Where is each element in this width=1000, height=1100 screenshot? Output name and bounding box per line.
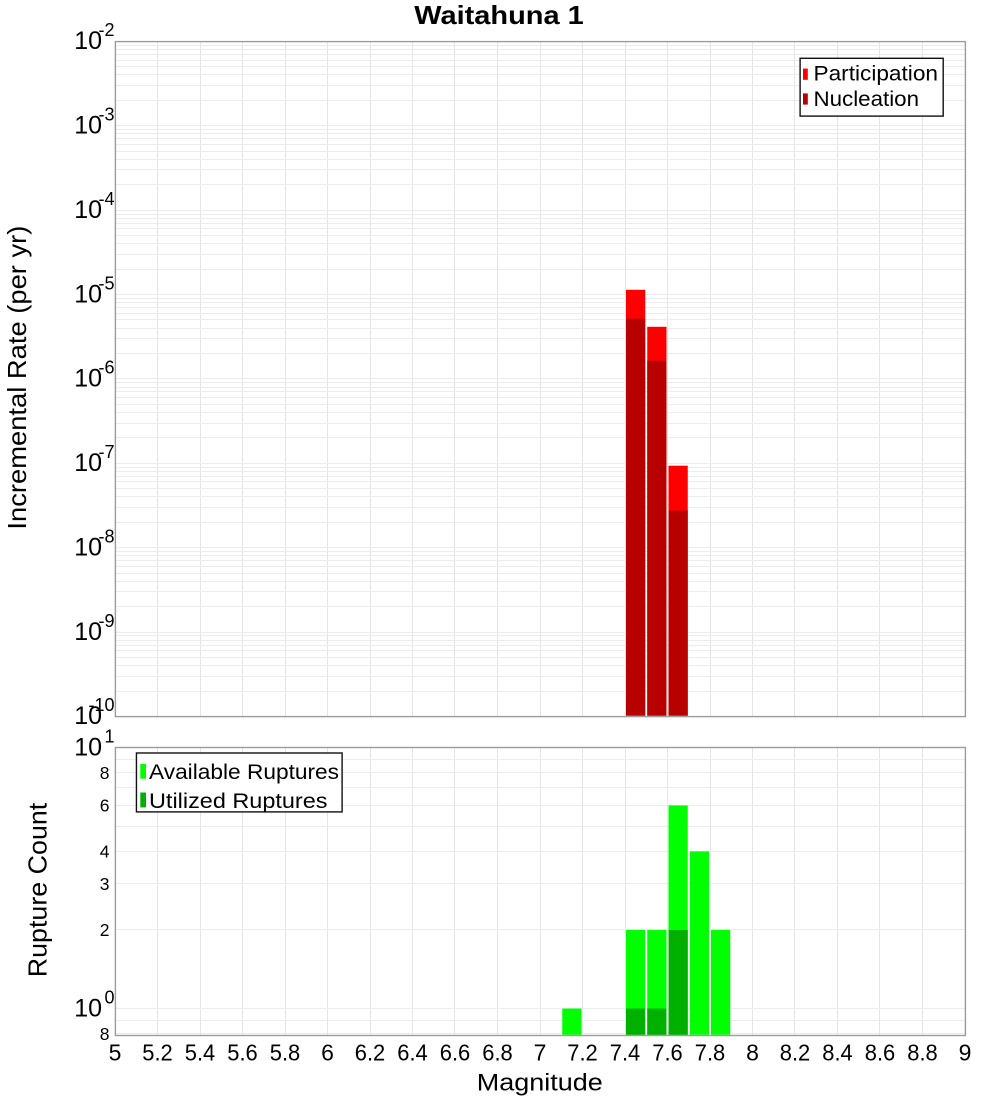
svg-text:10: 10: [74, 365, 102, 393]
svg-text:6.4: 6.4: [397, 1040, 428, 1066]
svg-text:10: 10: [74, 994, 102, 1022]
svg-text:-5: -5: [98, 273, 114, 293]
svg-text:5.4: 5.4: [185, 1040, 216, 1066]
svg-text:6: 6: [100, 795, 110, 815]
svg-text:Incremental Rate (per yr): Incremental Rate (per yr): [2, 226, 32, 530]
svg-text:8: 8: [746, 1040, 759, 1066]
svg-text:-4: -4: [98, 189, 114, 209]
svg-text:7.4: 7.4: [610, 1040, 641, 1066]
svg-text:10: 10: [74, 533, 102, 561]
svg-text:Rupture Count: Rupture Count: [23, 802, 53, 977]
svg-text:Waitahuna 1: Waitahuna 1: [414, 0, 584, 30]
svg-text:10: 10: [74, 112, 102, 140]
svg-text:-8: -8: [98, 526, 114, 546]
svg-text:10: 10: [74, 618, 102, 646]
svg-text:1: 1: [104, 726, 114, 746]
svg-text:Magnitude: Magnitude: [477, 1070, 603, 1097]
svg-text:5.6: 5.6: [227, 1040, 258, 1066]
svg-text:4: 4: [100, 841, 110, 861]
svg-text:6.8: 6.8: [482, 1040, 513, 1066]
svg-text:10: 10: [74, 702, 102, 730]
svg-text:8.8: 8.8: [907, 1040, 938, 1066]
svg-text:8.4: 8.4: [822, 1040, 853, 1066]
svg-text:-2: -2: [98, 20, 114, 40]
svg-text:6: 6: [321, 1040, 334, 1066]
svg-text:5: 5: [109, 1040, 122, 1066]
svg-text:7.8: 7.8: [695, 1040, 726, 1066]
svg-text:2: 2: [100, 920, 110, 940]
svg-text:9: 9: [959, 1040, 972, 1066]
svg-text:8: 8: [100, 763, 110, 783]
svg-text:-6: -6: [98, 358, 114, 378]
svg-text:6.2: 6.2: [355, 1040, 386, 1066]
svg-text:3: 3: [100, 874, 110, 894]
svg-text:8: 8: [100, 1024, 110, 1044]
svg-text:-3: -3: [98, 105, 114, 125]
svg-text:Nucleation: Nucleation: [814, 87, 920, 111]
svg-text:10: 10: [74, 280, 102, 308]
svg-text:Available Ruptures: Available Ruptures: [149, 760, 339, 784]
svg-text:8.2: 8.2: [780, 1040, 811, 1066]
svg-text:7.6: 7.6: [652, 1040, 683, 1066]
svg-text:5.8: 5.8: [270, 1040, 301, 1066]
svg-text:6.6: 6.6: [440, 1040, 471, 1066]
svg-text:10: 10: [74, 27, 102, 55]
svg-text:10: 10: [74, 449, 102, 477]
svg-text:0: 0: [104, 987, 114, 1007]
svg-text:7.2: 7.2: [567, 1040, 598, 1066]
svg-text:-9: -9: [98, 611, 114, 631]
svg-text:-7: -7: [98, 442, 114, 462]
svg-text:8.6: 8.6: [865, 1040, 896, 1066]
svg-text:7: 7: [534, 1040, 547, 1066]
svg-text:Participation: Participation: [814, 62, 939, 86]
svg-text:Utilized Ruptures: Utilized Ruptures: [149, 789, 328, 813]
svg-text:10: 10: [74, 196, 102, 224]
svg-text:10: 10: [74, 733, 102, 761]
svg-text:-10: -10: [88, 695, 114, 715]
svg-text:5.2: 5.2: [142, 1040, 173, 1066]
